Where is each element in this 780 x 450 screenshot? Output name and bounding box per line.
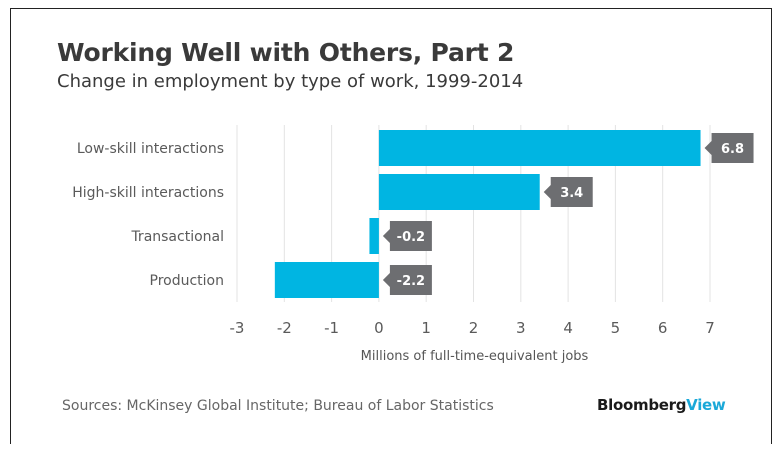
x-tick-labels: -3 -2 -1 0 1 2 3 4 5 6 7 — [230, 319, 715, 337]
category-label: Transactional — [130, 229, 224, 245]
x-tick-label: 7 — [705, 319, 715, 337]
bar — [378, 130, 701, 166]
category-labels: Low-skill interactions High-skill interac… — [72, 141, 224, 289]
category-label: High-skill interactions — [72, 185, 224, 201]
value-label-tag — [543, 177, 593, 207]
x-tick-label: 5 — [611, 319, 621, 337]
value-label-tag — [704, 133, 754, 163]
x-tick-label: 3 — [516, 319, 526, 337]
chart-subtitle: Change in employment by type of work, 19… — [57, 71, 524, 92]
value-label-tag — [382, 265, 432, 295]
logo-view: View — [686, 396, 726, 414]
value-label: 6.8 — [721, 142, 744, 157]
chart-title: Working Well with Others, Part 2 — [57, 38, 515, 67]
bars — [274, 130, 701, 298]
value-label-tag — [382, 221, 432, 251]
source-note: Sources: McKinsey Global Institute; Bure… — [62, 398, 494, 414]
x-tick-label: 1 — [421, 319, 431, 337]
x-tick-label: -1 — [324, 319, 339, 337]
bar — [378, 174, 540, 210]
bar — [369, 218, 379, 254]
logo-bloomberg: Bloomberg — [597, 396, 687, 414]
x-tick-label: -2 — [277, 319, 292, 337]
x-tick-label: -3 — [230, 319, 245, 337]
x-tick-label: 4 — [563, 319, 573, 337]
value-label: -0.2 — [397, 230, 425, 245]
x-tick-label: 0 — [374, 319, 384, 337]
category-label: Production — [150, 273, 224, 289]
category-label: Low-skill interactions — [77, 141, 224, 157]
value-labels: 6.8 3.4 -0.2 -2.2 — [382, 133, 754, 295]
x-axis-label: Millions of full-time-equivalent jobs — [360, 349, 589, 364]
value-label: 3.4 — [560, 186, 583, 201]
bar — [274, 262, 379, 298]
bloomberg-view-logo: BloombergView — [597, 396, 726, 414]
x-tick-label: 2 — [469, 319, 479, 337]
chart-frame — [10, 8, 772, 444]
x-tick-label: 6 — [658, 319, 668, 337]
value-label: -2.2 — [397, 274, 425, 289]
